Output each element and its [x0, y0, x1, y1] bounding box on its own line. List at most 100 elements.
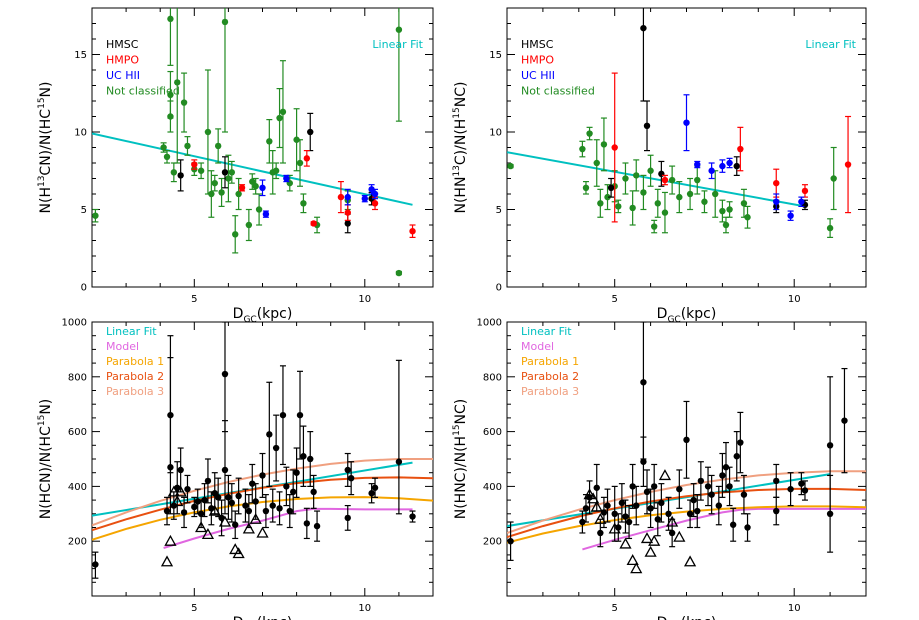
data-point-sources: [296, 411, 304, 419]
data-point-not-classified: [211, 179, 218, 187]
data-point-not-classified: [586, 130, 593, 137]
data-point-not-classified: [279, 108, 287, 116]
data-point-sources: [826, 442, 834, 449]
y-tick-label: 1000: [477, 318, 502, 329]
data-point-not-classified: [300, 200, 307, 207]
data-point-hmpo: [310, 220, 317, 227]
fit-line-parabola-1: [507, 505, 866, 544]
y-tick-label: 400: [483, 482, 502, 493]
y-axis-label-part: 13: [452, 165, 462, 176]
data-point-sources: [191, 503, 198, 511]
y-axis-label-part: N(H: [38, 187, 54, 213]
data-point-lower-limits: [208, 504, 221, 516]
panel-bottom-right: 5102004006008001000DGC(kpc)N(HNC)/N(H15N…: [452, 318, 867, 620]
data-point-sources: [633, 502, 640, 509]
data-point-not-classified: [218, 189, 225, 196]
data-point-not-classified: [582, 184, 590, 191]
y-axis-label: N(HNC)/N(H15NC): [452, 399, 469, 520]
data-point-sources: [708, 491, 715, 498]
y-axis-label-part: N): [38, 82, 54, 98]
data-point-sources: [259, 472, 266, 479]
data-point-hmsc: [221, 169, 229, 176]
data-point-not-classified: [197, 167, 205, 174]
x-axis-label-sub: GC: [243, 315, 256, 325]
data-point-uc-hii: [259, 184, 266, 191]
data-point-uc-hii: [361, 195, 368, 202]
data-point-not-classified: [167, 15, 174, 23]
legend-item-parabola-2: Parabola 2: [106, 370, 164, 383]
data-point-not-classified: [654, 200, 661, 207]
y-tick-label: 10: [489, 128, 502, 139]
x-tick-label: 10: [358, 294, 371, 305]
data-point-sources: [611, 510, 618, 517]
data-point-hmsc: [733, 162, 740, 170]
data-point-not-classified: [633, 172, 640, 179]
data-point-sources: [262, 507, 270, 515]
legend-item-model: Model: [521, 340, 554, 353]
x-axis-label-main: D: [657, 306, 668, 322]
y-tick-label: 600: [68, 427, 87, 438]
data-point-sources: [235, 492, 242, 500]
x-axis-label: DGC(kpc): [657, 615, 717, 620]
data-point-lower-limits: [626, 554, 639, 566]
data-point-sources: [729, 521, 737, 528]
data-point-sources: [214, 494, 222, 501]
data-point-not-classified: [395, 269, 403, 277]
data-point-sources: [395, 458, 403, 465]
y-axis-label-part: 15: [452, 424, 462, 435]
y-axis-label-part: 13: [37, 176, 47, 187]
x-axis-label: DGC(kpc): [233, 615, 293, 620]
data-point-sources: [163, 507, 171, 515]
data-point-sources: [773, 507, 780, 515]
data-point-lower-limits: [171, 495, 184, 507]
data-point-not-classified: [214, 142, 222, 150]
data-point-hmpo: [773, 179, 780, 187]
data-point-sources: [715, 502, 723, 509]
y-tick-label: 600: [483, 427, 502, 438]
y-tick-label: 200: [68, 537, 87, 548]
data-point-lower-limits: [619, 537, 632, 549]
legend-item-uc-hii: UC HII: [521, 69, 555, 82]
data-point-not-classified: [252, 183, 259, 190]
data-point-hmpo: [303, 155, 311, 162]
data-point-not-classified: [640, 189, 647, 196]
data-point-sources: [690, 496, 697, 504]
legend-item-not-classified: Not classified: [521, 85, 595, 98]
data-point-hmpo: [344, 209, 351, 216]
data-point-uc-hii: [787, 212, 794, 219]
data-point-sources: [787, 485, 794, 493]
data-point-sources: [228, 499, 236, 507]
x-axis-label: DGC(kpc): [657, 306, 717, 325]
data-point-uc-hii: [773, 198, 780, 205]
data-point-not-classified: [266, 138, 273, 145]
data-point-hmsc: [607, 184, 615, 191]
data-point-sources: [798, 480, 805, 487]
data-point-sources: [409, 513, 416, 520]
data-point-sources: [242, 502, 249, 509]
data-point-uc-hii: [726, 159, 733, 167]
data-point-not-classified: [221, 18, 229, 26]
data-point-not-classified: [255, 206, 263, 213]
y-axis-label-part: C)/N(H: [453, 119, 469, 165]
data-point-sources: [597, 529, 604, 537]
data-point-lower-limits: [658, 469, 672, 481]
data-point-sources: [344, 514, 351, 522]
data-point-not-classified: [686, 190, 694, 198]
data-point-sources: [303, 520, 311, 527]
data-point-uc-hii: [708, 167, 715, 174]
panel-top-right: 5 10051015DGC(kpc)N(HN13C)/N(H15NC)HMSCHM…: [452, 7, 867, 325]
legend-item-parabola-1: Parabola 1: [521, 355, 579, 368]
data-point-not-classified: [744, 214, 751, 221]
x-axis-label-main: D: [233, 306, 244, 322]
data-point-uc-hii: [694, 161, 701, 168]
data-point-not-classified: [615, 203, 622, 210]
data-point-sources: [686, 510, 694, 517]
data-point-sources: [668, 529, 676, 537]
x-tick-label: 5: [612, 603, 618, 614]
data-point-lower-limits: [195, 521, 208, 533]
data-point-not-classified: [225, 175, 232, 182]
data-point-not-classified: [249, 178, 256, 185]
y-tick-label: 15: [489, 50, 502, 61]
x-axis-label-main: D: [233, 615, 244, 620]
